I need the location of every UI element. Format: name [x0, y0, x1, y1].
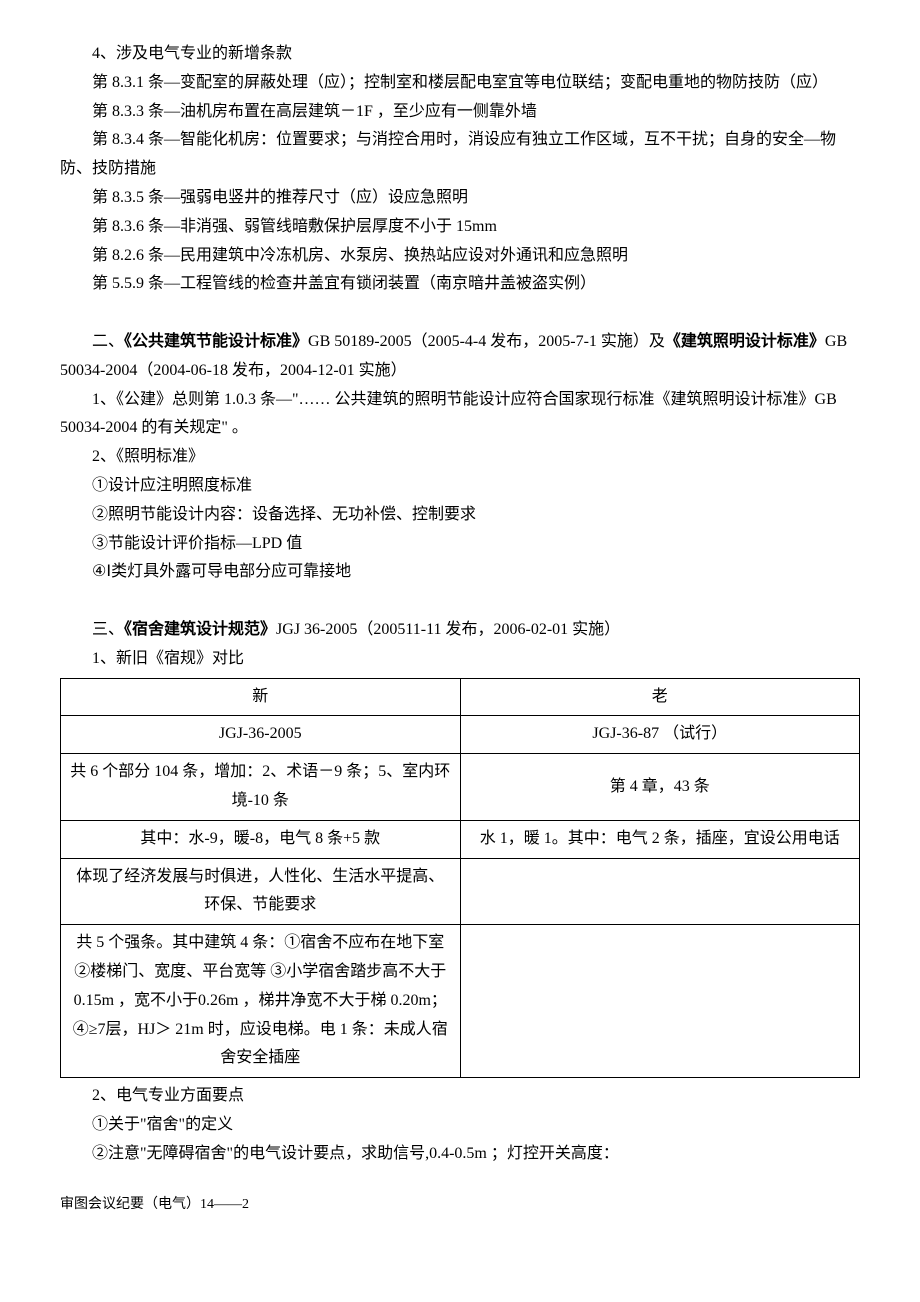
s1-p831: 第 8.3.1 条—变配室的屏蔽处理（应）；控制室和楼层配电室宜等电位联结；变配… [60, 69, 860, 98]
s2-title-pre: 二、 [92, 333, 124, 350]
table-cell: 第 4 章，43 条 [460, 754, 860, 821]
table-cell: 水 1，暖 1。其中：电气 2 条，插座，宜设公用电话 [460, 820, 860, 858]
s3-title-end: JGJ 36-2005（200511-11 发布，2006-02-01 实施） [276, 621, 620, 638]
table-cell: JGJ-36-2005 [61, 716, 461, 754]
s2-p2: 2、《照明标准》 [60, 443, 860, 472]
table-cell [460, 858, 860, 925]
table-cell: 共 6 个部分 104 条，增加：2、术语－9 条；5、室内环境-10 条 [61, 754, 461, 821]
table-row: 新老 [61, 678, 860, 716]
table-row: JGJ-36-2005JGJ-36-87 （试行） [61, 716, 860, 754]
s3-title-b: 《宿舍建筑设计规范》 [124, 621, 276, 638]
s1-p834: 第 8.3.4 条—智能化机房：位置要求；与消控合用时，消设应有独立工作区域，互… [60, 126, 860, 184]
s2-p2-3: ③节能设计评价指标—LPD 值 [60, 530, 860, 559]
s3-p2-2: ②注意"无障碍宿舍"的电气设计要点，求助信号,0.4-0.5m ；灯控开关高度： [60, 1140, 860, 1169]
s1-item4-title: 4、涉及电气专业的新增条款 [60, 40, 860, 69]
table-row: 共 5 个强条。其中建筑 4 条：①宿舍不应布在地下室 ②楼梯门、宽度、平台宽等… [61, 925, 860, 1078]
table-cell: JGJ-36-87 （试行） [460, 716, 860, 754]
s3-p1: 1、新旧《宿规》对比 [60, 645, 860, 674]
page-footer: 审图会议纪要（电气）14——2 [60, 1192, 860, 1217]
table-row: 体现了经济发展与时俱进，人性化、生活水平提高、环保、节能要求 [61, 858, 860, 925]
s3-p2-1: ①关于"宿舍"的定义 [60, 1111, 860, 1140]
s1-p833: 第 8.3.3 条—油机房布置在高层建筑－1F ，至少应有一侧靠外墙 [60, 98, 860, 127]
s3-p2: 2、电气专业方面要点 [60, 1082, 860, 1111]
s1-p559: 第 5.5.9 条—工程管线的检查井盖宜有锁闭装置（南京暗井盖被盗实例） [60, 270, 860, 299]
table-cell: 新 [61, 678, 461, 716]
s1-p835: 第 8.3.5 条—强弱电竖井的推荐尺寸（应）设应急照明 [60, 184, 860, 213]
s2-title: 二、《公共建筑节能设计标准》GB 50189-2005（2005-4-4 发布，… [60, 328, 860, 386]
table-row: 共 6 个部分 104 条，增加：2、术语－9 条；5、室内环境-10 条第 4… [61, 754, 860, 821]
table-cell: 老 [460, 678, 860, 716]
blank-line-2 [60, 587, 860, 616]
table-cell [460, 925, 860, 1078]
s1-p836: 第 8.3.6 条—非消强、弱管线暗敷保护层厚度不小于 15mm [60, 213, 860, 242]
s2-p1: 1、《公建》总则第 1.0.3 条—"…… 公共建筑的照明节能设计应符合国家现行… [60, 386, 860, 444]
table-body: 新老JGJ-36-2005JGJ-36-87 （试行）共 6 个部分 104 条… [61, 678, 860, 1078]
s2-p2-4: ④Ⅰ类灯具外露可导电部分应可靠接地 [60, 558, 860, 587]
table-cell: 其中：水-9，暖-8，电气 8 条+5 款 [61, 820, 461, 858]
table-cell: 体现了经济发展与时俱进，人性化、生活水平提高、环保、节能要求 [61, 858, 461, 925]
s1-p826: 第 8.2.6 条—民用建筑中冷冻机房、水泵房、换热站应设对外通讯和应急照明 [60, 242, 860, 271]
table-cell: 共 5 个强条。其中建筑 4 条：①宿舍不应布在地下室 ②楼梯门、宽度、平台宽等… [61, 925, 461, 1078]
comparison-table: 新老JGJ-36-2005JGJ-36-87 （试行）共 6 个部分 104 条… [60, 678, 860, 1079]
s2-p2-2: ②照明节能设计内容：设备选择、无功补偿、控制要求 [60, 501, 860, 530]
s2-title-mid: GB 50189-2005（2005-4-4 发布，2005-7-1 实施）及 [308, 333, 665, 350]
s3-title-pre: 三、 [92, 621, 124, 638]
s2-title-b1: 《公共建筑节能设计标准》 [124, 333, 308, 350]
blank-line-1 [60, 299, 860, 328]
table-row: 其中：水-9，暖-8，电气 8 条+5 款水 1，暖 1。其中：电气 2 条，插… [61, 820, 860, 858]
s2-p2-1: ①设计应注明照度标准 [60, 472, 860, 501]
s3-title: 三、《宿舍建筑设计规范》JGJ 36-2005（200511-11 发布，200… [60, 616, 860, 645]
s2-title-b2: 《建筑照明设计标准》 [665, 333, 825, 350]
